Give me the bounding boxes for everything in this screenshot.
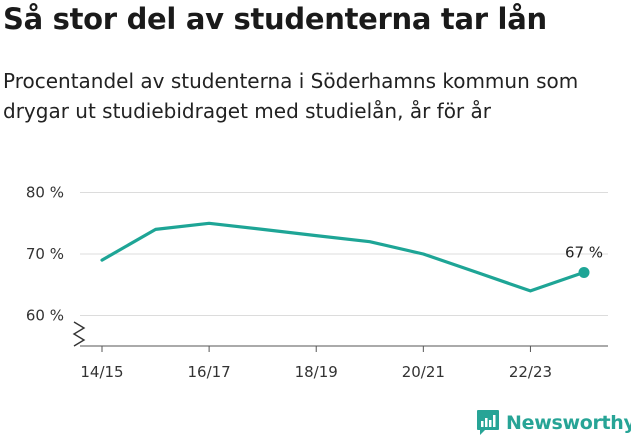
end-value-label: 67 %: [565, 243, 603, 261]
series-line-0: [100, 221, 586, 293]
end-point-marker: [578, 266, 590, 278]
chart-title: Så stor del av studenterna tar lån: [3, 2, 547, 36]
x-tick-label: 14/15: [80, 363, 123, 381]
y-tick-label: 80 %: [26, 184, 64, 202]
grid-lines: [80, 192, 608, 316]
x-tick-label: 16/17: [187, 363, 230, 381]
chart-subtitle: Procentandel av studenterna i Söderhamns…: [3, 69, 579, 123]
x-tick-label: 18/19: [295, 363, 338, 381]
x-axis: 14/15 16/17 18/19 20/21 22/23: [72, 321, 608, 381]
y-tick-label: 70 %: [26, 245, 64, 263]
brand-name: Newsworthy: [506, 412, 631, 434]
line-chart: 60 % 70 % 80 % 14/15 16/17 18/19 20/21 22/23 6…: [26, 184, 608, 381]
axis-break-icon: [72, 321, 86, 347]
y-tick-label: 60 %: [26, 307, 64, 325]
newsworthy-chart-icon: [477, 410, 499, 435]
x-tick-label: 20/21: [402, 363, 445, 381]
y-axis-ticks: 60 % 70 % 80 %: [26, 184, 64, 325]
x-tick-label: 22/23: [509, 363, 552, 381]
data-labels: 67 %: [565, 243, 603, 261]
series-lines: [100, 221, 590, 293]
newsworthy-logo: Newsworthy: [476, 409, 631, 437]
